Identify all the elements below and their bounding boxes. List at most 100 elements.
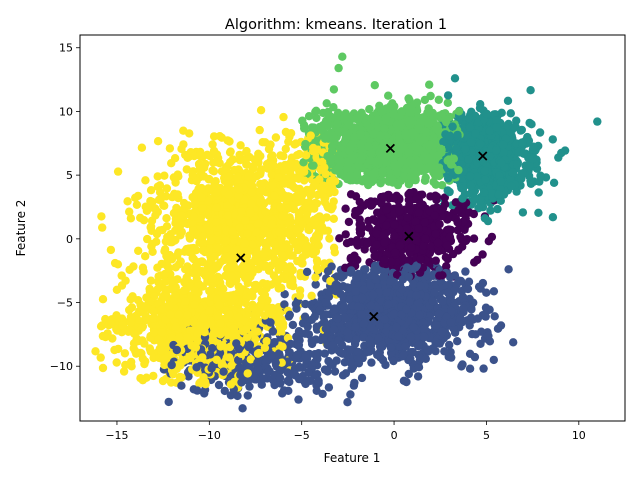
data-point-yellow [146, 276, 156, 285]
data-point-blue [200, 389, 209, 398]
data-point-blue [344, 295, 354, 304]
data-point-blue [321, 324, 330, 333]
data-point-yellow [142, 373, 151, 382]
data-point-purple [469, 234, 479, 243]
data-point-blue [414, 363, 424, 372]
data-point-blue [280, 290, 289, 299]
data-point-teal [534, 208, 543, 217]
data-point-purple [435, 220, 444, 229]
data-point-blue [450, 271, 460, 280]
data-point-yellow [118, 321, 127, 330]
data-point-blue [463, 284, 473, 294]
data-point-yellow [295, 149, 304, 159]
data-point-yellow [179, 126, 188, 135]
data-point-yellow [174, 172, 183, 181]
data-point-yellow [91, 347, 100, 356]
data-point-purple [442, 241, 452, 250]
data-point-yellow [179, 140, 188, 149]
data-point-yellow [288, 251, 297, 260]
data-point-blue [381, 360, 390, 370]
data-point-blue [408, 347, 417, 357]
data-point-blue [164, 397, 173, 407]
data-point-purple [355, 197, 364, 207]
data-point-yellow [279, 112, 288, 122]
data-point-blue [302, 267, 312, 277]
data-point-blue [464, 277, 474, 286]
data-point-green [333, 108, 343, 118]
data-point-blue [453, 337, 462, 346]
data-point-yellow [323, 203, 333, 212]
data-point-yellow [182, 165, 191, 174]
data-point-yellow [296, 268, 305, 278]
data-point-blue [404, 369, 413, 379]
data-point-yellow [160, 171, 169, 180]
data-point-blue [457, 362, 466, 371]
data-point-yellow [206, 236, 216, 245]
data-point-yellow [155, 188, 165, 197]
data-point-yellow [177, 373, 186, 382]
data-point-purple [405, 188, 414, 198]
data-point-purple [440, 193, 449, 202]
data-point-yellow [110, 345, 119, 355]
data-point-yellow [121, 360, 130, 370]
data-point-blue [509, 338, 518, 347]
data-point-teal [506, 109, 515, 118]
data-point-blue [332, 356, 341, 365]
data-point-yellow [153, 263, 162, 272]
data-point-teal [493, 204, 502, 214]
data-point-purple [341, 230, 350, 239]
data-point-yellow [287, 179, 296, 188]
data-point-blue [445, 340, 454, 350]
data-point-yellow [149, 371, 158, 381]
data-point-yellow [160, 201, 169, 210]
data-point-yellow [264, 144, 274, 154]
data-point-blue [361, 265, 370, 274]
data-point-blue [214, 380, 224, 390]
data-point-yellow [195, 164, 205, 173]
data-point-yellow [161, 277, 170, 286]
data-point-blue [323, 367, 332, 376]
data-point-yellow [136, 213, 145, 222]
data-point-green [437, 181, 447, 190]
data-point-yellow [112, 324, 121, 334]
data-point-blue [346, 390, 355, 399]
data-point-blue [450, 285, 459, 294]
data-point-yellow [113, 167, 123, 176]
data-point-green [384, 91, 393, 100]
data-point-blue [466, 313, 476, 322]
data-point-yellow [98, 295, 108, 304]
data-point-blue [338, 371, 348, 380]
data-point-teal [536, 171, 545, 180]
data-point-blue [496, 321, 506, 330]
data-point-teal [443, 174, 453, 183]
data-point-yellow [173, 223, 182, 232]
data-point-yellow [137, 143, 147, 152]
data-point-yellow [179, 198, 189, 208]
data-point-yellow [329, 214, 338, 223]
data-point-purple [443, 254, 452, 264]
data-point-yellow [112, 311, 121, 320]
data-point-yellow [132, 200, 142, 209]
data-point-blue [235, 363, 244, 372]
data-point-yellow [96, 353, 105, 362]
data-point-yellow [236, 141, 245, 150]
data-point-teal [475, 103, 485, 113]
data-point-blue [504, 265, 513, 274]
data-point-yellow [192, 176, 201, 186]
data-point-blue [307, 339, 317, 349]
data-point-yellow [161, 237, 171, 246]
data-point-blue [254, 364, 263, 374]
data-point-blue [291, 299, 301, 309]
data-point-yellow [190, 151, 199, 161]
data-point-teal [474, 204, 483, 213]
data-point-yellow [112, 358, 121, 367]
data-point-blue [461, 267, 470, 276]
data-point-yellow [98, 321, 107, 330]
data-point-purple [346, 253, 355, 263]
data-point-teal [503, 96, 513, 106]
data-point-blue [481, 312, 490, 321]
data-point-yellow [304, 225, 314, 235]
data-point-yellow [146, 186, 156, 195]
data-point-yellow [119, 367, 129, 376]
data-point-blue [324, 356, 333, 366]
